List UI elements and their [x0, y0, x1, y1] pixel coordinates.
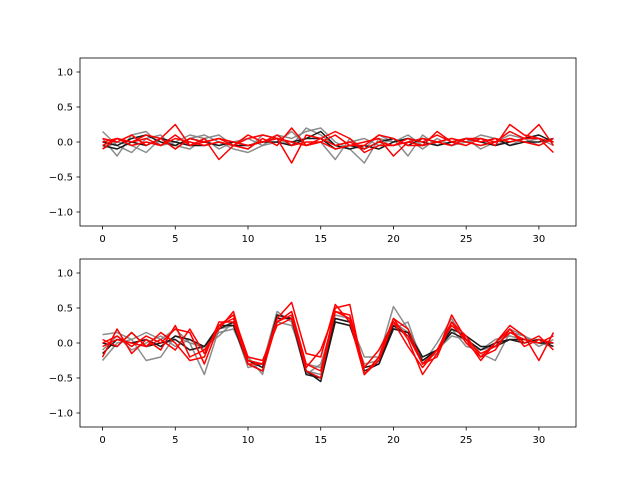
y-tick-label: 1.0 [57, 68, 73, 79]
series-line-gray [102, 127, 554, 157]
x-tick-label: 25 [460, 234, 473, 245]
series-line-red [102, 310, 554, 369]
x-tick-label: 30 [533, 435, 546, 446]
y-tick-label: 0.5 [57, 103, 73, 114]
axes-panel-2: 0 5 10 15 20 25 30 −1.0 −0.5 0.0 0.5 1.0 [49, 258, 577, 446]
subplots: 0 5 10 15 20 25 30 −1.0 −0.5 0.0 0.5 1.0 0 5 10 15 20 25 3… [49, 57, 577, 446]
y-tick-label: −0.5 [49, 173, 73, 184]
x-tick-label: 10 [242, 435, 255, 446]
series-line-red [102, 134, 554, 154]
y-tick-label: 1.0 [57, 269, 73, 280]
series-line-red [102, 123, 554, 164]
y-tick-label: 0.0 [57, 138, 73, 149]
series-group [101, 301, 555, 383]
x-tick-label: 0 [99, 234, 105, 245]
x-tick-label: 20 [387, 435, 400, 446]
x-tick-label: 0 [99, 435, 105, 446]
y-tick-label: 0.0 [57, 339, 73, 350]
axes-panel-1: 0 5 10 15 20 25 30 −1.0 −0.5 0.0 0.5 1.0 [49, 57, 577, 245]
x-tick-label: 5 [172, 234, 178, 245]
series-line-gray [101, 130, 554, 161]
x-tick-label: 15 [314, 435, 327, 446]
series-line-red [102, 134, 554, 157]
x-tick-label: 30 [533, 234, 546, 245]
y-tick-label: −1.0 [49, 409, 73, 420]
x-tick-label: 5 [172, 435, 178, 446]
y-tick-label: −1.0 [49, 208, 73, 219]
series-line-black [102, 317, 554, 383]
series-group [101, 123, 555, 164]
y-tick-label: −0.5 [49, 374, 73, 385]
series-line-red [102, 310, 554, 379]
x-tick-label: 15 [314, 234, 327, 245]
x-tick-label: 25 [460, 435, 473, 446]
series-line-red [102, 123, 555, 150]
x-tick-label: 10 [242, 234, 255, 245]
y-tick-label: 0.5 [57, 304, 73, 315]
x-tick-label: 20 [387, 234, 400, 245]
